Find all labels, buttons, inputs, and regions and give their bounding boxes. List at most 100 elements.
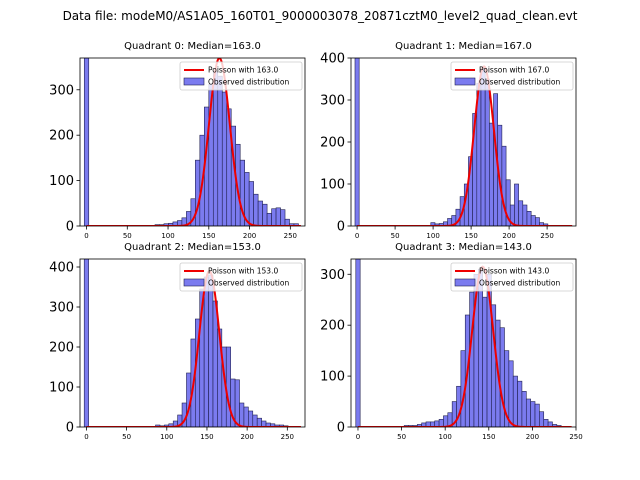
histogram-bar [534, 403, 540, 427]
histogram-bar [517, 380, 523, 427]
histogram-bar [221, 91, 228, 226]
plot-area [355, 259, 572, 427]
histogram-bar [275, 207, 281, 226]
x-tick-label: 150 [202, 232, 215, 240]
histogram-bar [530, 215, 536, 226]
histogram-bar [522, 204, 528, 226]
x-tick-label: 50 [391, 232, 400, 240]
histogram-bar [514, 183, 519, 226]
histogram-bar-zero [83, 58, 90, 226]
y-tick-label: 300 [49, 301, 74, 316]
legend-label-poisson: Poisson with 167.0 [479, 66, 549, 75]
histogram-bar [521, 391, 527, 427]
axes-frame [79, 57, 306, 227]
legend: Poisson with 167.0 Observed distribution [450, 61, 574, 91]
histogram-bar [505, 179, 511, 226]
x-tick-label: 100 [160, 433, 173, 441]
y-tick-label: 200 [49, 129, 74, 144]
legend-box [450, 262, 574, 292]
histogram-bar [535, 217, 540, 226]
histogram-bar [508, 360, 514, 427]
panel-title: Quadrant 2: Median=153.0 [124, 242, 261, 253]
histogram-bar [530, 401, 536, 427]
histogram-bar [482, 296, 488, 427]
x-tick-label: 50 [123, 232, 132, 240]
chart-panel-1: 0 100 200 300 400 0 50 100 150 200 250 Quadrant 1: … [320, 41, 577, 240]
x-tick-label: 100 [426, 232, 439, 240]
histogram-bar [195, 159, 201, 226]
histogram-bar [253, 193, 259, 226]
histogram-bar-zero [83, 259, 89, 427]
histogram-bar [293, 223, 299, 226]
legend-bar-swatch [183, 77, 205, 86]
panel-title: Quadrant 3: Median=143.0 [395, 242, 532, 253]
y-tick-label: 200 [320, 136, 345, 151]
histogram-bar [284, 218, 290, 226]
histogram-bar-zero [355, 259, 361, 427]
legend-label-observed: Observed distribution [208, 279, 289, 288]
x-tick-label: 0 [355, 232, 359, 240]
legend-box [450, 61, 574, 91]
x-tick-label: 0 [84, 433, 88, 441]
histogram-bar [499, 327, 505, 427]
y-tick-label: 100 [49, 381, 74, 396]
histogram-bar [543, 419, 549, 427]
histogram-bar-zero [354, 58, 360, 226]
histogram-bar [512, 375, 518, 427]
x-tick-label: 200 [526, 433, 539, 441]
legend-label-poisson: Poisson with 143.0 [479, 267, 549, 276]
legend-label-observed: Observed distribution [479, 279, 560, 288]
x-tick-label: 0 [356, 433, 360, 441]
y-tick-label: 300 [320, 268, 345, 283]
histogram-bar [518, 200, 524, 226]
poisson-curve [357, 65, 573, 226]
axes-frame [350, 258, 577, 428]
legend-bar-swatch [454, 278, 476, 287]
x-tick-label: 250 [281, 433, 294, 441]
y-tick-label: 200 [49, 341, 74, 356]
histogram-bar [208, 274, 214, 427]
legend: Poisson with 163.0 Observed distribution [179, 61, 303, 91]
x-tick-label: 250 [284, 232, 297, 240]
plot-area [354, 58, 573, 226]
x-tick-label: 0 [84, 232, 88, 240]
panel-title: Quadrant 0: Median=163.0 [124, 41, 261, 52]
histogram-bar [234, 379, 240, 427]
y-tick-label: 0 [337, 220, 345, 235]
legend-box [179, 61, 303, 91]
histogram-bar [252, 414, 258, 427]
histogram-bar [526, 211, 532, 226]
legend-bar-swatch [183, 278, 205, 287]
x-tick-label: 250 [569, 433, 582, 441]
y-tick-label: 200 [320, 319, 345, 334]
y-tick-label: 0 [337, 421, 345, 436]
histogram-bar [257, 200, 263, 226]
legend-box [179, 262, 303, 292]
x-tick-label: 50 [122, 433, 131, 441]
x-tick-label: 200 [243, 232, 256, 240]
y-tick-label: 300 [49, 83, 74, 98]
poisson-curve [86, 269, 301, 427]
legend: Poisson with 153.0 Observed distribution [179, 262, 303, 292]
histogram-bar [484, 78, 490, 226]
histogram-bar [256, 417, 262, 427]
y-tick-label: 100 [320, 370, 345, 385]
x-tick-label: 150 [200, 433, 213, 441]
histogram-bar [478, 268, 483, 427]
histogram-bar [239, 402, 245, 427]
histogram-bar [203, 276, 209, 427]
y-tick-label: 0 [66, 421, 74, 436]
histogram-bar [262, 203, 268, 226]
histogram-bar [225, 346, 231, 427]
x-tick-label: 200 [240, 433, 253, 441]
legend-label-observed: Observed distribution [479, 78, 560, 87]
y-tick-label: 400 [320, 52, 345, 67]
histogram-bar [438, 419, 444, 427]
y-tick-label: 100 [49, 174, 74, 189]
y-tick-label: 400 [49, 261, 74, 276]
poisson-curve [357, 265, 572, 427]
histogram-bar [489, 122, 494, 226]
histogram-bar [248, 181, 254, 226]
x-tick-label: 100 [161, 232, 174, 240]
histogram-bar [280, 209, 286, 226]
